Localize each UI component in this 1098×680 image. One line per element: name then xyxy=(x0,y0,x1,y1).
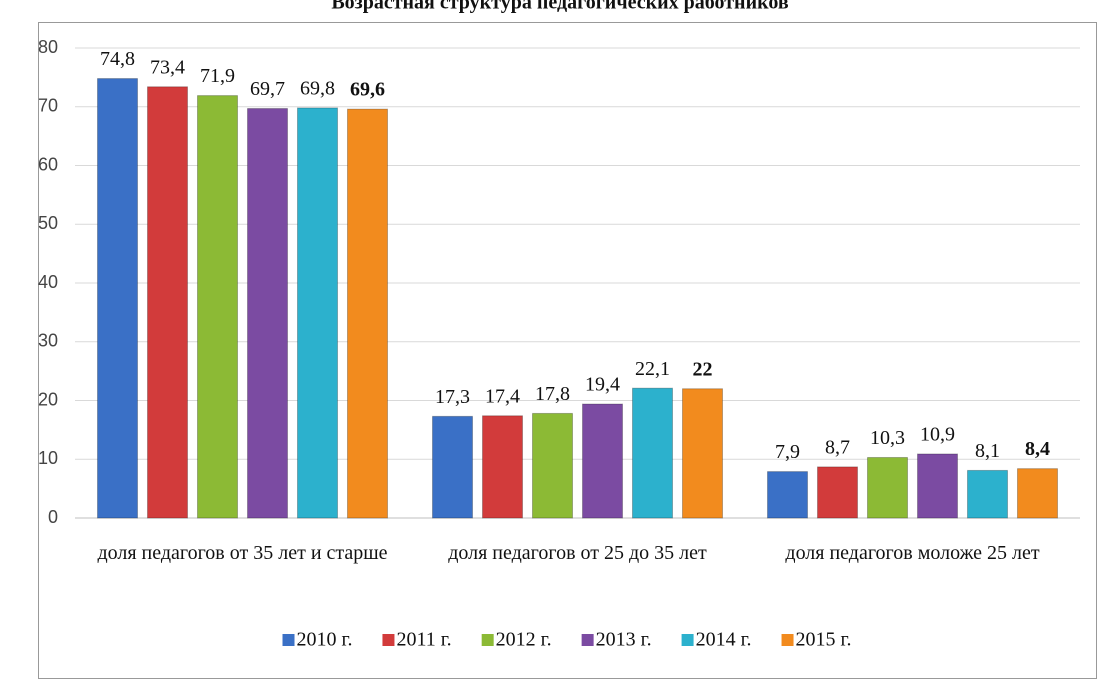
y-tick-label: 30 xyxy=(38,331,58,351)
bar xyxy=(147,86,188,519)
data-label: 22 xyxy=(693,358,713,380)
y-tick-label: 40 xyxy=(38,272,58,292)
legend-swatch xyxy=(282,634,295,646)
y-tick-label: 0 xyxy=(48,507,58,527)
data-label: 8,4 xyxy=(1025,438,1050,460)
legend-label: 2013 г. xyxy=(596,629,652,651)
bar xyxy=(297,107,338,519)
y-tick-label: 50 xyxy=(38,213,58,233)
bar xyxy=(917,453,958,519)
bar xyxy=(682,388,723,519)
chart-title: Возрастная структура педагогических рабо… xyxy=(331,0,789,14)
bar xyxy=(767,471,808,519)
data-label: 17,8 xyxy=(535,383,570,405)
bar xyxy=(432,415,473,519)
bar xyxy=(97,78,138,519)
legend-label: 2015 г. xyxy=(796,629,852,651)
bar xyxy=(532,412,573,519)
data-label: 8,7 xyxy=(825,436,850,458)
legend-label: 2012 г. xyxy=(496,629,552,651)
bar xyxy=(197,95,238,519)
data-label: 7,9 xyxy=(775,441,800,463)
x-tick-label: доля педагогов от 35 лет и старше xyxy=(97,542,387,564)
legend-label: 2014 г. xyxy=(696,629,752,651)
legend-swatch xyxy=(481,634,494,646)
bar xyxy=(1017,468,1058,519)
y-tick-label: 80 xyxy=(38,37,58,57)
data-label: 17,3 xyxy=(435,386,470,408)
data-label: 17,4 xyxy=(485,385,520,407)
y-tick-label: 70 xyxy=(38,96,58,116)
bar xyxy=(347,108,388,519)
legend-swatch xyxy=(781,634,794,646)
data-label: 69,7 xyxy=(250,78,285,100)
data-label: 71,9 xyxy=(200,65,235,87)
legend-swatch xyxy=(382,634,395,646)
legend-swatch xyxy=(581,634,594,646)
data-label: 10,3 xyxy=(870,427,905,449)
data-label: 73,4 xyxy=(150,56,185,78)
y-tick-label: 10 xyxy=(38,448,58,468)
data-label: 69,8 xyxy=(300,78,335,100)
data-label: 10,9 xyxy=(920,424,955,446)
x-tick-label: доля педагогов от 25 до 35 лет xyxy=(448,542,707,564)
data-label: 22,1 xyxy=(635,358,670,380)
legend-swatch xyxy=(681,634,694,646)
bar xyxy=(482,415,523,519)
data-label: 74,8 xyxy=(100,48,135,70)
legend-label: 2010 г. xyxy=(297,629,353,651)
bar xyxy=(967,469,1008,519)
bar xyxy=(247,108,288,519)
bar xyxy=(582,403,623,519)
data-label: 8,1 xyxy=(975,440,1000,462)
data-label: 69,6 xyxy=(350,79,385,101)
bar xyxy=(632,387,673,519)
data-label: 19,4 xyxy=(585,374,620,396)
x-tick-label: доля педагогов моложе 25 лет xyxy=(785,542,1039,564)
bar xyxy=(817,466,858,519)
y-tick-label: 60 xyxy=(38,154,58,174)
bar xyxy=(867,456,908,519)
legend-label: 2011 г. xyxy=(396,629,451,651)
y-tick-label: 20 xyxy=(38,389,58,409)
